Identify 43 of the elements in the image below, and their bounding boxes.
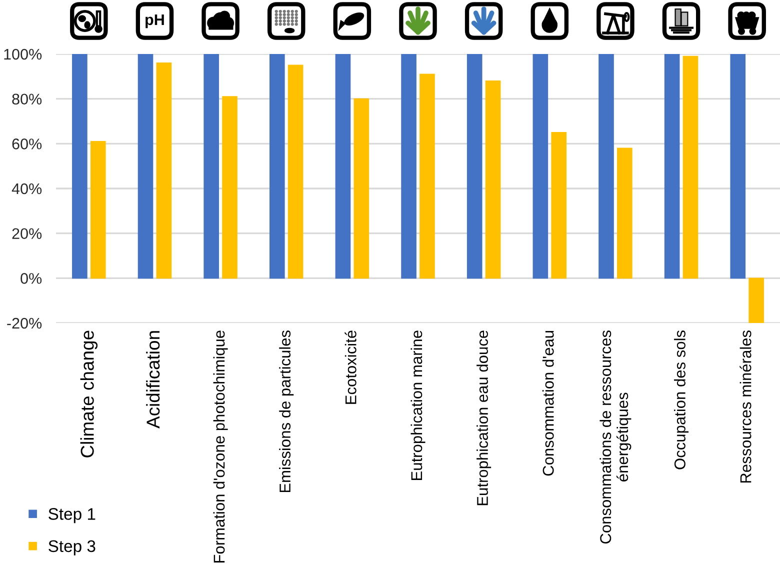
y-tick-label: 80% bbox=[12, 94, 42, 105]
x-tick-label: Consommation d'eau bbox=[542, 330, 554, 476]
bar bbox=[354, 98, 370, 279]
y-tick-label: 100% bbox=[4, 48, 42, 60]
bar bbox=[748, 278, 764, 323]
bar bbox=[617, 148, 632, 279]
x-tick-label: Occupation des sols bbox=[674, 330, 689, 470]
bar bbox=[204, 54, 219, 279]
bar bbox=[335, 54, 351, 279]
bar bbox=[598, 54, 614, 279]
bar bbox=[269, 54, 285, 279]
bar bbox=[90, 141, 106, 279]
y-tick-label: -20% bbox=[7, 318, 42, 329]
bar bbox=[401, 54, 416, 279]
legend-label: Step 3 bbox=[48, 540, 96, 556]
bar bbox=[156, 62, 172, 279]
bar bbox=[551, 132, 567, 279]
x-tick-label: Formation d'ozone photochimique bbox=[213, 330, 228, 562]
y-tick-label: 40% bbox=[12, 183, 42, 194]
bar bbox=[466, 54, 482, 279]
bar bbox=[72, 54, 88, 279]
bar bbox=[222, 96, 238, 279]
y-tick-label: 0% bbox=[20, 273, 42, 284]
bar bbox=[664, 54, 680, 279]
x-tick-label: Eutrophication eau douce bbox=[476, 330, 492, 506]
x-tick-label: Climate change bbox=[80, 330, 98, 458]
x-tick-label: Emissions de particules bbox=[279, 330, 294, 492]
text: pH bbox=[146, 14, 164, 28]
x-tick-label: Acidification bbox=[146, 331, 160, 428]
bar bbox=[682, 56, 698, 279]
y-tick-label: 20% bbox=[12, 228, 42, 240]
bar bbox=[420, 74, 435, 279]
bar bbox=[730, 54, 746, 279]
x-tick-label: Eutrophication marine bbox=[410, 330, 426, 480]
x-tick-label: Ressources minérales bbox=[740, 330, 752, 483]
bar bbox=[138, 54, 154, 279]
y-tick-label: 60% bbox=[12, 138, 42, 150]
legend-label: Step 1 bbox=[48, 508, 96, 524]
bar bbox=[485, 80, 501, 279]
bar bbox=[288, 64, 304, 279]
x-tick-label: Ecotoxicité bbox=[344, 330, 356, 404]
bar bbox=[532, 54, 548, 279]
x-tick-label: Consommations de ressources énergétiques bbox=[600, 330, 632, 544]
